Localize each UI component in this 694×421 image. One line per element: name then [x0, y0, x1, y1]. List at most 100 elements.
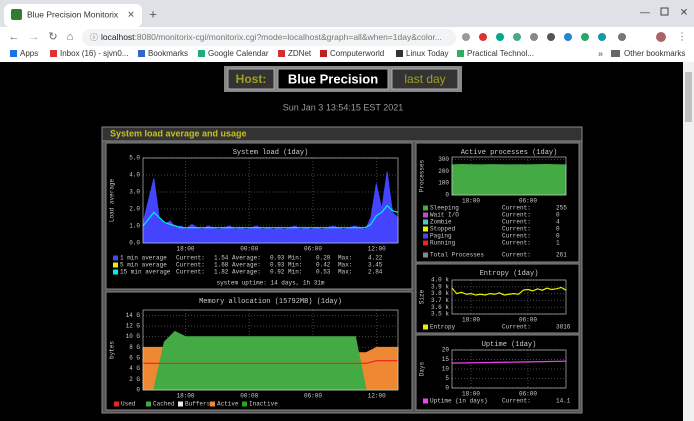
- area: [451, 163, 567, 196]
- period-box: [391, 68, 459, 90]
- tab-close[interactable]: ✕: [127, 9, 135, 19]
- legend-text: Cached: [153, 401, 175, 408]
- legend-text: 1.54: [214, 255, 229, 262]
- legend-swatch: [178, 401, 183, 407]
- legend-text: 4.22: [368, 255, 383, 262]
- x-tick-label: 18:00: [462, 198, 480, 205]
- legend-swatch: [423, 212, 428, 218]
- y-tick-label: 15: [442, 356, 450, 363]
- minimize[interactable]: —: [640, 8, 650, 19]
- bookmark[interactable]: ZDNet: [288, 49, 312, 58]
- y-tick-label: 3.7 k: [431, 297, 449, 304]
- legend-text: Inactive: [249, 401, 278, 408]
- legend-text: Current:: [502, 205, 531, 212]
- bookmark[interactable]: Bookmarks: [148, 49, 188, 58]
- legend-text: Entropy: [430, 324, 456, 331]
- bookmark[interactable]: Google Calendar: [208, 49, 269, 58]
- host-label-box: [227, 68, 275, 90]
- extensions: [462, 32, 666, 42]
- y-tick-label: 3.5 k: [431, 311, 449, 318]
- y-tick-label: 2 G: [129, 376, 140, 383]
- y-tick-label: 3.0: [129, 189, 140, 196]
- legend-text: 0: [556, 226, 560, 233]
- plot-frame: [451, 279, 567, 315]
- line: [142, 204, 399, 229]
- y-axis-label: Processes: [419, 159, 426, 192]
- legend-text: Current:: [176, 269, 205, 276]
- bookmarks-overflow[interactable]: »: [598, 48, 603, 58]
- bookmark[interactable]: Linux Today: [406, 49, 449, 58]
- forward[interactable]: →: [29, 31, 40, 43]
- y-tick-label: 4.0: [129, 172, 140, 179]
- bookmark[interactable]: Computerworld: [330, 49, 384, 58]
- home[interactable]: ⌂: [67, 31, 74, 43]
- legend-text: 0.93: [270, 262, 285, 269]
- plot-frame: [142, 309, 399, 391]
- graph-panel: [415, 142, 580, 263]
- legend-text: Average:: [232, 262, 261, 269]
- graph-panel: [415, 263, 580, 334]
- legend-text: Uptime (in days): [430, 398, 488, 405]
- legend-text: 2.84: [368, 269, 383, 276]
- legend-text: Zombie: [430, 219, 452, 226]
- address-bar[interactable]: [82, 29, 456, 46]
- legend-swatch: [113, 255, 118, 261]
- y-tick-label: 10: [442, 366, 450, 373]
- scrollbar[interactable]: [683, 62, 694, 421]
- x-tick-label: 18:00: [176, 246, 194, 253]
- y-axis-label: Load average: [109, 179, 116, 223]
- x-tick-label: 06:00: [304, 393, 322, 400]
- y-tick-label: 3.6 k: [431, 304, 449, 311]
- tab[interactable]: [4, 4, 142, 27]
- legend-text: 5 min average: [120, 262, 167, 269]
- legend-text: 255: [556, 205, 567, 212]
- bookmark-icon: [457, 50, 464, 57]
- line: [451, 360, 567, 364]
- bookmark-icon: [198, 50, 205, 57]
- y-tick-label: 6 G: [129, 355, 140, 362]
- host-box: [277, 68, 389, 90]
- reload[interactable]: ↻: [48, 31, 57, 43]
- back[interactable]: ←: [9, 31, 20, 43]
- x-tick-label: 06:00: [304, 246, 322, 253]
- legend-text: Running: [430, 240, 456, 247]
- y-tick-label: 1.0: [129, 223, 140, 230]
- bookmark[interactable]: Apps: [20, 49, 38, 58]
- legend-swatch: [423, 219, 428, 225]
- legend-swatch: [423, 205, 428, 211]
- y-tick-label: 0: [136, 387, 140, 394]
- section-title: System load average and usage: [110, 128, 247, 138]
- host-label: Host:: [236, 72, 267, 86]
- host-name: Blue Precision: [288, 71, 378, 86]
- url: localhost:8080/monitorix-cgi/monitorix.c…: [101, 32, 442, 42]
- close-window[interactable]: ✕: [680, 8, 688, 19]
- plot-frame: [142, 157, 399, 244]
- legend-text: Current:: [502, 398, 531, 405]
- graph-title: System load (1day): [233, 149, 309, 157]
- x-tick-label: 06:00: [519, 198, 537, 205]
- new-tab[interactable]: +: [149, 6, 157, 21]
- maximize[interactable]: [660, 7, 669, 16]
- menu[interactable]: ⋮: [677, 32, 687, 43]
- legend-text: Sleeping: [430, 205, 459, 212]
- y-axis-label: Days: [419, 361, 426, 376]
- legend-swatch: [423, 240, 428, 246]
- bookmark-icon: [10, 50, 17, 57]
- bookmark[interactable]: Inbox (16) - sjvn0...: [60, 49, 128, 58]
- graph-title: Active processes (1day): [461, 149, 558, 157]
- y-tick-label: 4 G: [129, 365, 140, 372]
- plot-frame: [451, 156, 567, 196]
- legend-text: Total Processes: [430, 252, 484, 259]
- scroll-thumb[interactable]: [685, 72, 692, 122]
- x-tick-label: 12:00: [368, 246, 386, 253]
- legend-text: Wait I/O: [430, 212, 459, 219]
- legend-swatch: [146, 401, 151, 407]
- bookmark[interactable]: Practical Technol...: [467, 49, 534, 58]
- other-bookmarks[interactable]: Other bookmarks: [624, 49, 685, 58]
- bookmark-icon: [138, 50, 145, 57]
- legend-swatch: [423, 233, 428, 239]
- legend-text: Min:: [288, 262, 302, 269]
- y-tick-label: 14 G: [126, 312, 141, 319]
